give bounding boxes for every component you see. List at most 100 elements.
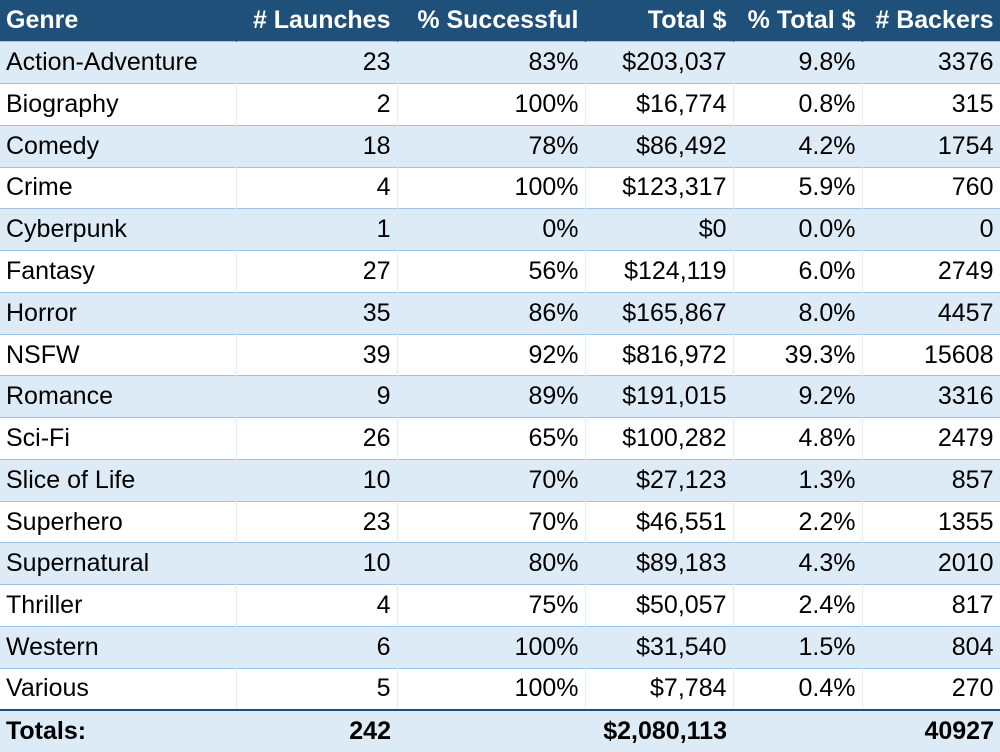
successful-cell: 0%	[397, 208, 586, 251]
backers-cell: 2479	[862, 417, 1000, 460]
launches-cell: 18	[236, 124, 398, 168]
percent-total-cell: 0.0%	[733, 208, 863, 251]
launches-cell: 6	[236, 625, 398, 669]
backers-cell: 4457	[862, 291, 1000, 335]
percent-total-cell: 9.2%	[733, 375, 863, 418]
percent-total-cell: 2.2%	[733, 500, 863, 543]
launches-cell: 1	[236, 208, 398, 251]
percent-total-cell: 0.8%	[733, 83, 863, 126]
percent-total-cell: 4.3%	[733, 542, 863, 585]
percent-total-cell: 0.4%	[733, 667, 863, 711]
table-row: Romance 9 89% $191,015 9.2% 3316	[0, 375, 1000, 418]
launches-cell: 5	[236, 667, 398, 711]
totals-percent-total	[733, 709, 862, 752]
backers-cell: 315	[862, 83, 1000, 126]
launches-cell: 23	[236, 500, 398, 543]
backers-cell: 2749	[862, 250, 1000, 293]
successful-cell: 100%	[397, 166, 586, 209]
total-dollars-cell: $27,123	[585, 458, 734, 502]
percent-total-cell: 2.4%	[733, 584, 863, 627]
genre-cell: Supernatural	[0, 542, 237, 585]
table-row: Biography 2 100% $16,774 0.8% 315	[0, 83, 1000, 126]
launches-cell: 35	[236, 291, 398, 335]
successful-cell: 70%	[397, 500, 586, 543]
percent-total-cell: 1.3%	[733, 458, 863, 502]
header-genre: Genre	[0, 0, 237, 42]
total-dollars-cell: $191,015	[585, 375, 734, 418]
genre-cell: Western	[0, 625, 237, 669]
total-dollars-cell: $31,540	[585, 625, 734, 669]
successful-cell: 83%	[397, 41, 586, 84]
total-dollars-cell: $89,183	[585, 542, 734, 585]
launches-cell: 10	[236, 542, 398, 585]
genre-cell: Romance	[0, 375, 237, 418]
total-dollars-cell: $123,317	[585, 166, 734, 209]
header-percent-total: % Total $	[733, 0, 863, 42]
percent-total-cell: 4.2%	[733, 124, 863, 168]
table-row: Superhero 23 70% $46,551 2.2% 1355	[0, 500, 1000, 543]
launches-cell: 26	[236, 417, 398, 460]
successful-cell: 56%	[397, 250, 586, 293]
percent-total-cell: 39.3%	[733, 333, 863, 376]
genre-cell: Fantasy	[0, 250, 237, 293]
table-row: NSFW 39 92% $816,972 39.3% 15608	[0, 333, 1000, 376]
launches-cell: 2	[236, 83, 398, 126]
launches-cell: 39	[236, 333, 398, 376]
launches-cell: 10	[236, 458, 398, 502]
header-total-dollars: Total $	[585, 0, 734, 42]
percent-total-cell: 6.0%	[733, 250, 863, 293]
totals-launches: 242	[236, 709, 397, 752]
total-dollars-cell: $816,972	[585, 333, 734, 376]
total-dollars-cell: $46,551	[585, 500, 734, 543]
launches-cell: 4	[236, 584, 398, 627]
backers-cell: 804	[862, 625, 1000, 669]
backers-cell: 15608	[862, 333, 1000, 376]
genre-cell: Sci-Fi	[0, 417, 237, 460]
total-dollars-cell: $203,037	[585, 41, 734, 84]
table-row: Sci-Fi 26 65% $100,282 4.8% 2479	[0, 417, 1000, 460]
table-row: Fantasy 27 56% $124,119 6.0% 2749	[0, 250, 1000, 293]
genre-cell: Biography	[0, 83, 237, 126]
launches-cell: 9	[236, 375, 398, 418]
table-row: Slice of Life 10 70% $27,123 1.3% 857	[0, 458, 1000, 502]
totals-successful	[397, 709, 585, 752]
genre-cell: NSFW	[0, 333, 237, 376]
table-body: Action-Adventure 23 83% $203,037 9.8% 3376 Bio…	[0, 41, 1000, 711]
genre-cell: Horror	[0, 291, 237, 335]
backers-cell: 857	[862, 458, 1000, 502]
percent-total-cell: 5.9%	[733, 166, 863, 209]
table-row: Crime 4 100% $123,317 5.9% 760	[0, 166, 1000, 209]
percent-total-cell: 4.8%	[733, 417, 863, 460]
table-row: Western 6 100% $31,540 1.5% 804	[0, 625, 1000, 669]
genre-cell: Cyberpunk	[0, 208, 237, 251]
total-dollars-cell: $16,774	[585, 83, 734, 126]
header-row: Genre # Launches % Successful Total $ % …	[0, 0, 1000, 42]
successful-cell: 80%	[397, 542, 586, 585]
successful-cell: 65%	[397, 417, 586, 460]
successful-cell: 100%	[397, 625, 586, 669]
totals-total-dollars: $2,080,113	[585, 709, 733, 752]
table-row: Cyberpunk 1 0% $0 0.0% 0	[0, 208, 1000, 251]
backers-cell: 1355	[862, 500, 1000, 543]
genre-cell: Comedy	[0, 124, 237, 168]
total-dollars-cell: $100,282	[585, 417, 734, 460]
percent-total-cell: 9.8%	[733, 41, 863, 84]
table-row: Comedy 18 78% $86,492 4.2% 1754	[0, 124, 1000, 168]
launches-cell: 4	[236, 166, 398, 209]
backers-cell: 3316	[862, 375, 1000, 418]
backers-cell: 3376	[862, 41, 1000, 84]
genre-cell: Action-Adventure	[0, 41, 237, 84]
successful-cell: 75%	[397, 584, 586, 627]
header-successful: % Successful	[397, 0, 586, 42]
launches-cell: 23	[236, 41, 398, 84]
total-dollars-cell: $0	[585, 208, 734, 251]
successful-cell: 70%	[397, 458, 586, 502]
totals-backers: 40927	[862, 709, 1000, 752]
header-launches: # Launches	[236, 0, 398, 42]
backers-cell: 1754	[862, 124, 1000, 168]
backers-cell: 817	[862, 584, 1000, 627]
successful-cell: 89%	[397, 375, 586, 418]
totals-row: Totals: 242 $2,080,113 40927	[0, 709, 1000, 752]
table-row: Action-Adventure 23 83% $203,037 9.8% 3376	[0, 41, 1000, 84]
